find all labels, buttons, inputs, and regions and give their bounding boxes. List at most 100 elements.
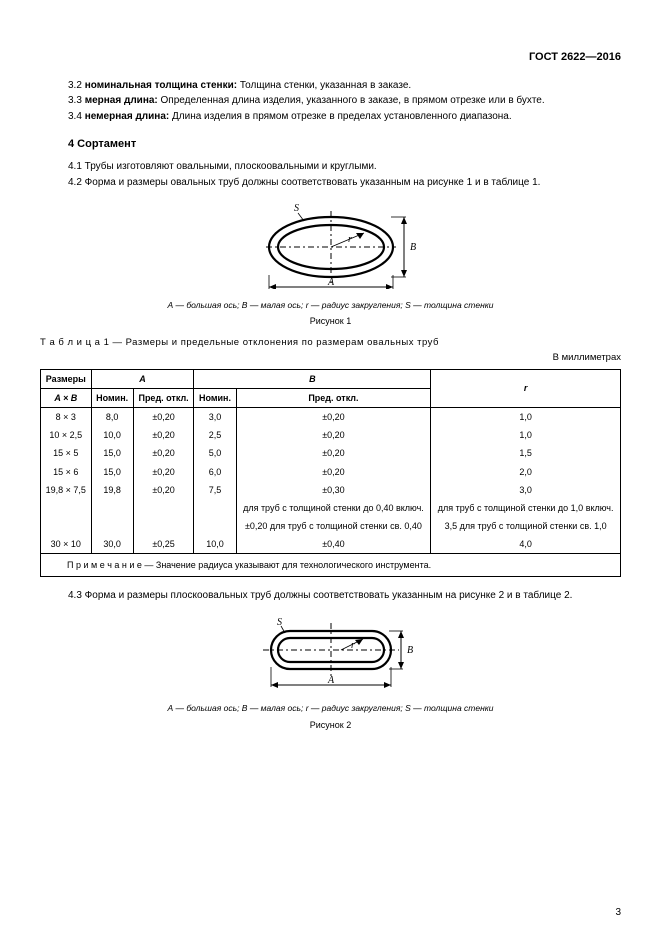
table-row: 30 × 10 30,0 ±0,25 10,0 ±0,40 4,0 bbox=[41, 535, 621, 554]
num: 3.3 bbox=[68, 95, 85, 106]
section-4-title: 4 Сортамент bbox=[68, 137, 621, 152]
cell: ±0,30 bbox=[236, 481, 431, 499]
figure-2-caption: Рисунок 2 bbox=[40, 719, 621, 731]
doc-id: ГОСТ 2622—2016 bbox=[40, 50, 621, 65]
table-body: 8 × 3 8,0 ±0,20 3,0 ±0,20 1,0 10 × 2,5 1… bbox=[41, 408, 621, 577]
cell: для труб с толщиной стенки до 1,0 включ.… bbox=[431, 499, 621, 535]
cell: 15 × 6 bbox=[41, 463, 92, 481]
table-row: 8 × 3 8,0 ±0,20 3,0 ±0,20 1,0 bbox=[41, 408, 621, 427]
th-r: r bbox=[431, 369, 621, 407]
th-sizes: Размеры bbox=[41, 369, 92, 388]
def: Толщина стенки, указанная в заказе. bbox=[240, 80, 411, 91]
cell bbox=[41, 499, 92, 535]
cell bbox=[133, 499, 194, 535]
term: номинальная толщина стенки: bbox=[85, 80, 240, 91]
cell: ±0,20 bbox=[133, 408, 194, 427]
para-4-2: 4.2 Форма и размеры овальных труб должны… bbox=[40, 176, 621, 190]
cell bbox=[194, 499, 236, 535]
cell: 15 × 5 bbox=[41, 444, 92, 462]
flat-oval-diagram-icon: A B S r bbox=[241, 611, 421, 693]
para-3-2: 3.2 номинальная толщина стенки: Толщина … bbox=[40, 79, 621, 93]
table-head: Размеры A B r A × B Номин. Пред. откл. Н… bbox=[41, 369, 621, 407]
th-a: A bbox=[91, 369, 194, 388]
th-b-nom: Номин. bbox=[194, 389, 236, 408]
para-3-3: 3.3 мерная длина: Определенная длина изд… bbox=[40, 94, 621, 108]
cell: 1,0 bbox=[431, 408, 621, 427]
cell: 3,0 bbox=[431, 481, 621, 499]
cell: ±0,20 bbox=[133, 481, 194, 499]
cell: 2,5 bbox=[194, 426, 236, 444]
cell: 10,0 bbox=[91, 426, 133, 444]
cell: ±0,40 bbox=[236, 535, 431, 554]
page-number: 3 bbox=[615, 906, 621, 920]
cell: для труб с толщиной стенки до 0,40 включ… bbox=[236, 499, 431, 535]
th-a-tol: Пред. откл. bbox=[133, 389, 194, 408]
table-note-row: П р и м е ч а н и е — Значение радиуса у… bbox=[41, 554, 621, 577]
cell: ±0,20 bbox=[133, 463, 194, 481]
cell: 19,8 × 7,5 bbox=[41, 481, 92, 499]
para-4-3: 4.3 Форма и размеры плоскоовальных труб … bbox=[40, 589, 621, 603]
cell: 15,0 bbox=[91, 444, 133, 462]
cell bbox=[91, 499, 133, 535]
table-row: 15 × 5 15,0 ±0,20 5,0 ±0,20 1,5 bbox=[41, 444, 621, 462]
figure-2-legend: А — большая ось; В — малая ось; r — ради… bbox=[40, 703, 621, 714]
cell: 19,8 bbox=[91, 481, 133, 499]
page: ГОСТ 2622—2016 3.2 номинальная толщина с… bbox=[0, 0, 661, 935]
para-3-4: 3.4 немерная длина: Длина изделия в прям… bbox=[40, 110, 621, 124]
cell: 10 × 2,5 bbox=[41, 426, 92, 444]
cell: 8,0 bbox=[91, 408, 133, 427]
table-row: 19,8 × 7,5 19,8 ±0,20 7,5 ±0,30 3,0 bbox=[41, 481, 621, 499]
cell: 6,0 bbox=[194, 463, 236, 481]
cell: 15,0 bbox=[91, 463, 133, 481]
figure-1-legend: А — большая ось; В — малая ось; r — ради… bbox=[40, 300, 621, 311]
cell: ±0,20 bbox=[133, 444, 194, 462]
cell: ±0,20 bbox=[236, 426, 431, 444]
th-b-tol: Пред. откл. bbox=[236, 389, 431, 408]
svg-text:B: B bbox=[406, 645, 412, 656]
svg-text:r: r bbox=[348, 234, 352, 245]
cell: 2,0 bbox=[431, 463, 621, 481]
term: мерная длина: bbox=[85, 95, 161, 106]
th-b: B bbox=[194, 369, 431, 388]
table-row: 10 × 2,5 10,0 ±0,20 2,5 ±0,20 1,0 bbox=[41, 426, 621, 444]
para-4-1: 4.1 Трубы изготовляют овальными, плоскоо… bbox=[40, 160, 621, 174]
table-1-title: Т а б л и ц а 1 — Размеры и предельные о… bbox=[40, 337, 621, 350]
th-axb: A × B bbox=[41, 389, 92, 408]
cell: 3,0 bbox=[194, 408, 236, 427]
table-note: П р и м е ч а н и е — Значение радиуса у… bbox=[41, 554, 621, 577]
cell: ±0,25 bbox=[133, 535, 194, 554]
table-row: для труб с толщиной стенки до 0,40 включ… bbox=[41, 499, 621, 535]
cell: 4,0 bbox=[431, 535, 621, 554]
cell: 30 × 10 bbox=[41, 535, 92, 554]
table-row: 15 × 6 15,0 ±0,20 6,0 ±0,20 2,0 bbox=[41, 463, 621, 481]
table-1: Размеры A B r A × B Номин. Пред. откл. Н… bbox=[40, 369, 621, 578]
cell: ±0,20 bbox=[236, 444, 431, 462]
cell: 1,0 bbox=[431, 426, 621, 444]
figure-1-caption: Рисунок 1 bbox=[40, 315, 621, 327]
txt: ±0,20 для труб с толщиной стенки св. 0,4… bbox=[241, 520, 427, 532]
cell: 1,5 bbox=[431, 444, 621, 462]
num: 3.2 bbox=[68, 80, 85, 91]
cell: 8 × 3 bbox=[41, 408, 92, 427]
th-a-nom: Номин. bbox=[91, 389, 133, 408]
num: 3.4 bbox=[68, 111, 85, 122]
txt: для труб с толщиной стенки до 1,0 включ. bbox=[435, 502, 616, 514]
table-1-units: В миллиметрах bbox=[40, 352, 621, 365]
cell: 30,0 bbox=[91, 535, 133, 554]
txt: 3,5 для труб с толщиной стенки св. 1,0 bbox=[435, 520, 616, 532]
cell: 7,5 bbox=[194, 481, 236, 499]
svg-text:r: r bbox=[351, 640, 355, 651]
term: немерная длина: bbox=[85, 111, 172, 122]
svg-text:B: B bbox=[409, 242, 415, 253]
def: Длина изделия в прямом отрезке в предела… bbox=[172, 111, 512, 122]
cell: 10,0 bbox=[194, 535, 236, 554]
svg-text:A: A bbox=[326, 675, 334, 686]
cell: ±0,20 bbox=[236, 408, 431, 427]
figure-2: A B S r bbox=[40, 611, 621, 698]
cell: 5,0 bbox=[194, 444, 236, 462]
cell: ±0,20 bbox=[133, 426, 194, 444]
svg-text:S: S bbox=[294, 203, 299, 214]
cell: ±0,20 bbox=[236, 463, 431, 481]
def: Определенная длина изделия, указанного в… bbox=[161, 95, 545, 106]
ellipse-diagram-icon: A B S r bbox=[246, 197, 416, 289]
